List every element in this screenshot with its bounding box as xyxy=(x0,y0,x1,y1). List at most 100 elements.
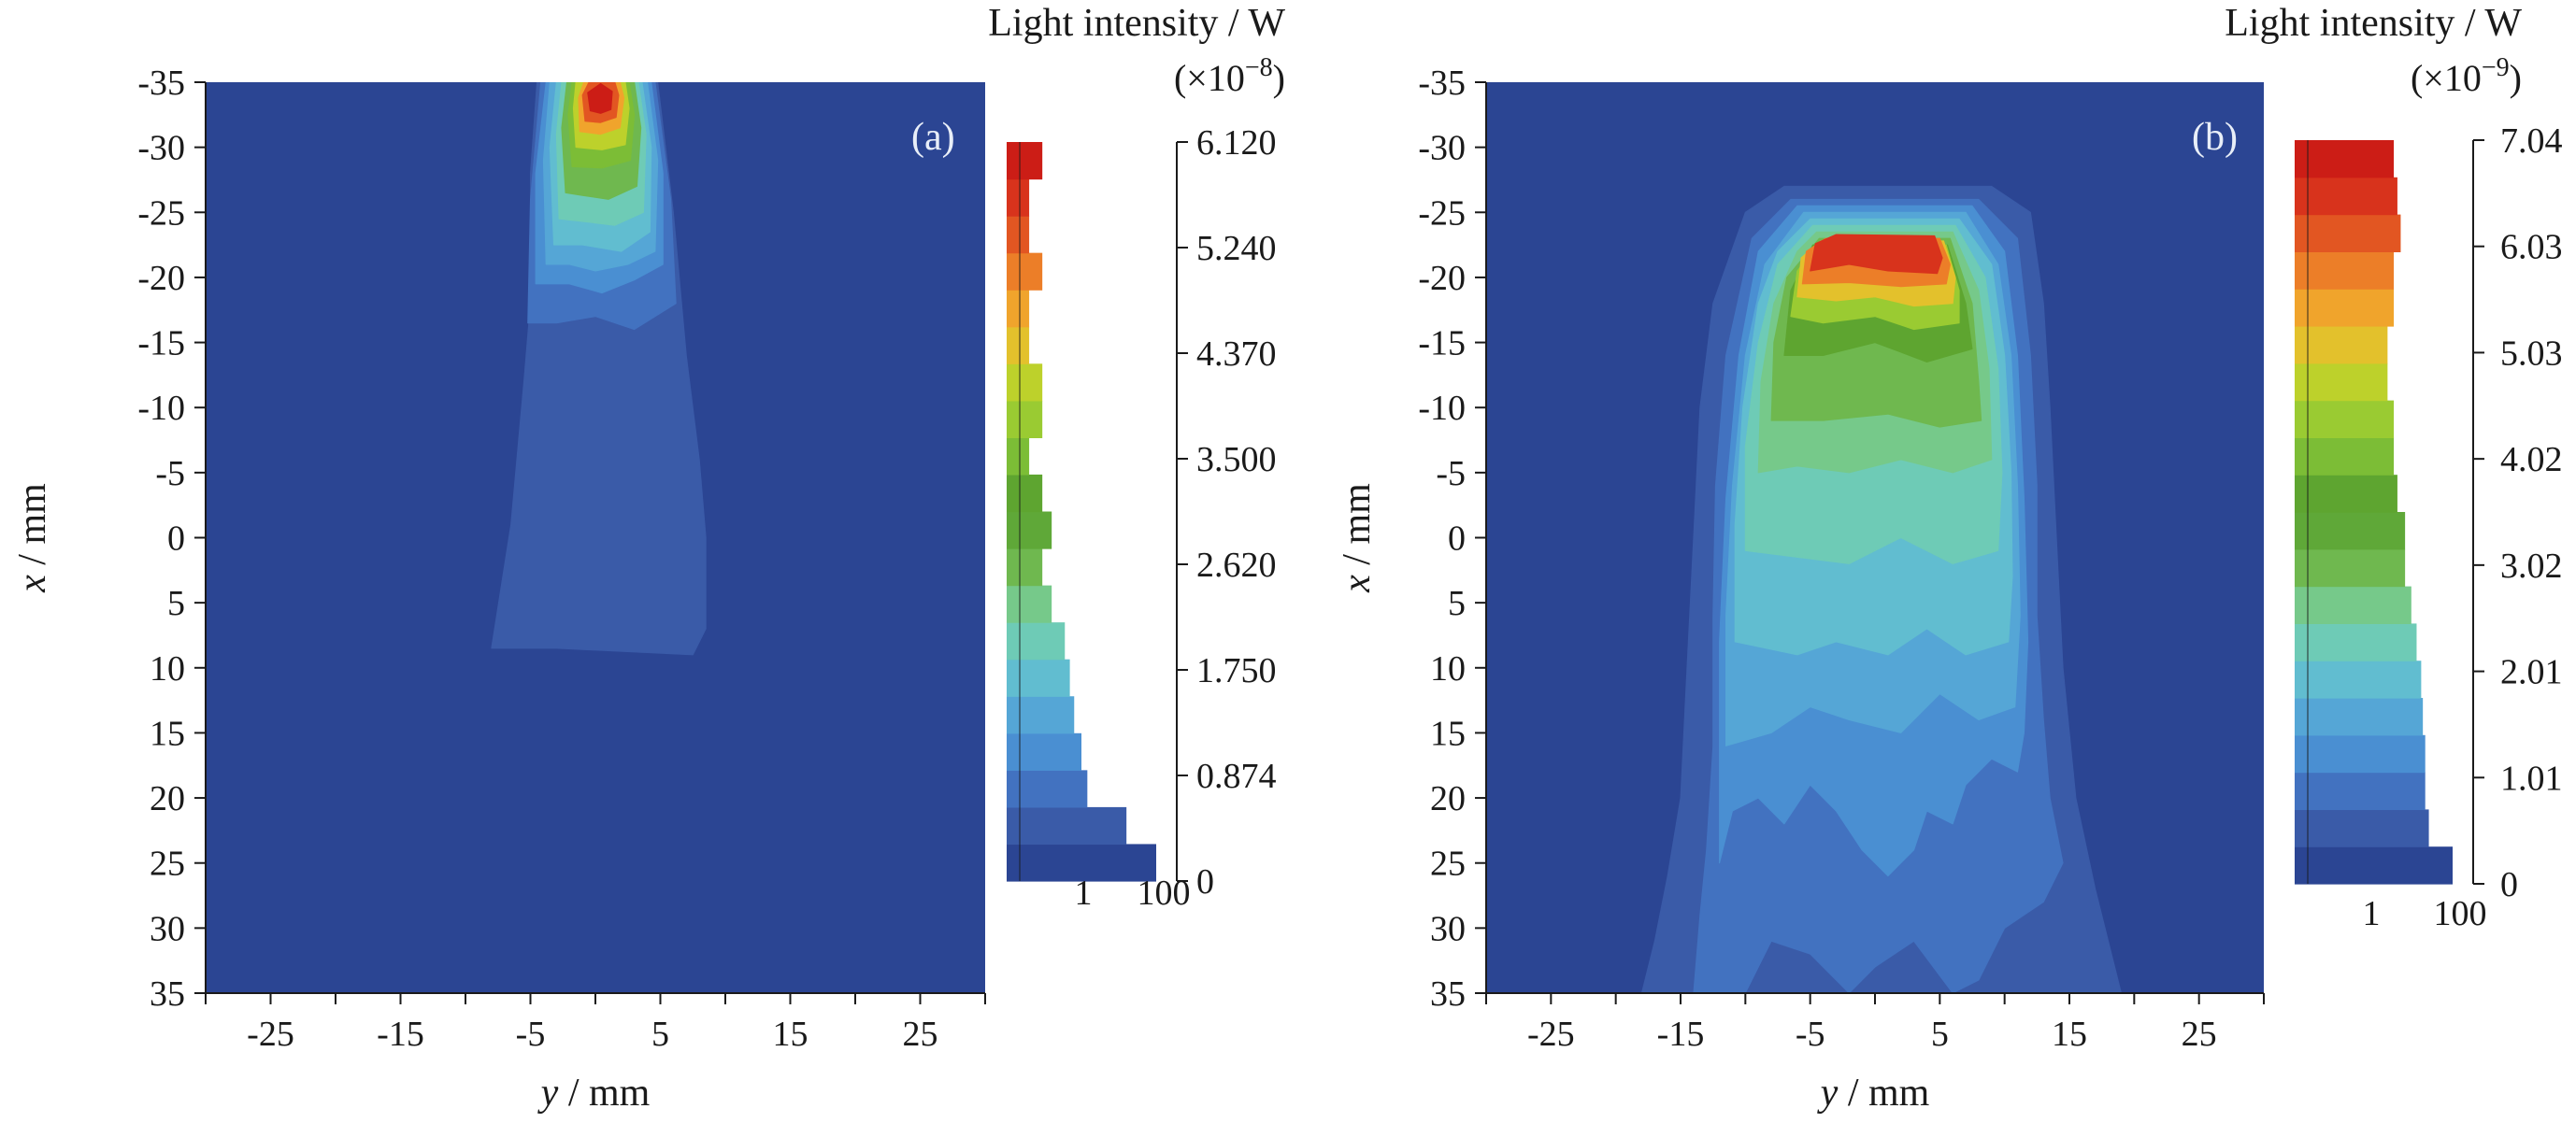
colorbar-title: Light intensity / W xyxy=(2225,2,2522,45)
y-axis-label: x / mm xyxy=(1336,483,1379,593)
y-tick-label: 15 xyxy=(1430,714,1466,753)
colorbar-tick-label: 0.874 xyxy=(1196,757,1277,796)
y-tick-label: 20 xyxy=(150,779,185,818)
colorbar-tick-label: 2.01 xyxy=(2500,653,2563,692)
colorbar-bin-10 xyxy=(1007,474,1043,513)
colorbar-scale: (×10−9) xyxy=(2411,53,2522,99)
colorbar-bin-2 xyxy=(1007,770,1088,808)
colorbar-scale-exponent: −8 xyxy=(1245,53,1273,82)
x-axis-label-unit: / mm xyxy=(558,1072,650,1115)
colorbar-hist-label-100: 100 xyxy=(1138,874,1191,913)
y-tick-label: 0 xyxy=(1448,519,1466,559)
y-tick-label: 0 xyxy=(167,519,185,559)
x-axis-label: y / mm xyxy=(1817,1072,1930,1115)
y-axis-label-variable: x xyxy=(1336,575,1379,593)
colorbar-bin-0 xyxy=(2295,846,2453,885)
colorbar-bin-6 xyxy=(1007,622,1066,661)
x-axis-label: y / mm xyxy=(537,1072,651,1115)
y-tick-label: 5 xyxy=(167,584,185,623)
contour-band-level-19 xyxy=(587,82,613,114)
colorbar-bin-8 xyxy=(2295,548,2406,588)
colorbar-bin-1 xyxy=(1007,806,1127,846)
colorbar-scale: (×10−8) xyxy=(1174,53,1285,99)
colorbar-bin-15 xyxy=(2295,289,2395,327)
colorbar-bin-4 xyxy=(1007,696,1075,734)
y-tick-label: 30 xyxy=(1430,909,1466,948)
y-axis-label-variable: x xyxy=(11,575,54,593)
colorbar-bin-14 xyxy=(2295,326,2388,364)
x-tick-label: 5 xyxy=(651,1015,669,1054)
colorbar-bin-7 xyxy=(2295,586,2411,624)
y-tick-label: 25 xyxy=(1430,845,1466,884)
colorbar-bin-17 xyxy=(1007,216,1030,254)
y-tick-label: 10 xyxy=(150,649,185,689)
colorbar-bin-3 xyxy=(2295,734,2426,774)
colorbar-hist-label-1: 1 xyxy=(2363,894,2381,933)
colorbar-bin-9 xyxy=(1007,511,1052,549)
y-axis-label: x / mm xyxy=(11,483,54,593)
y-tick-label: -35 xyxy=(1418,64,1466,103)
y-axis-label-unit: / mm xyxy=(1336,483,1379,575)
x-tick-label: -25 xyxy=(1527,1015,1575,1054)
colorbar-bin-7 xyxy=(1007,585,1052,623)
x-tick-label: -25 xyxy=(247,1015,294,1054)
x-axis-label-unit: / mm xyxy=(1838,1072,1929,1115)
colorbar-bin-12 xyxy=(1007,400,1043,438)
panel-label: (a) xyxy=(911,116,955,159)
colorbar-bin-1 xyxy=(2295,809,2429,847)
heatmap-contours xyxy=(1640,185,2122,993)
colorbar-bin-3 xyxy=(1007,732,1081,771)
colorbar-tick-label: 2.620 xyxy=(1196,546,1277,585)
y-tick-label: -10 xyxy=(1418,389,1466,428)
colorbar-bin-15 xyxy=(1007,290,1030,328)
colorbar-hist-label-1: 1 xyxy=(1075,874,1093,913)
colorbar-bin-11 xyxy=(1007,437,1030,476)
colorbar-bin-18 xyxy=(1007,178,1030,217)
colorbar-bin-2 xyxy=(2295,772,2426,810)
colorbar-tick-label: 1.01 xyxy=(2500,759,2563,798)
x-tick-label: 15 xyxy=(2052,1015,2087,1054)
x-tick-label: -15 xyxy=(377,1015,424,1054)
y-tick-label: -20 xyxy=(137,259,185,298)
colorbar-bin-18 xyxy=(2295,177,2397,216)
y-axis-label-unit: / mm xyxy=(11,483,54,575)
y-tick-label: -5 xyxy=(1436,454,1466,493)
panel-label: (b) xyxy=(2192,116,2238,159)
x-tick-label: 5 xyxy=(1931,1015,1949,1054)
colorbar-bin-10 xyxy=(2295,475,2397,513)
y-tick-label: 35 xyxy=(150,974,185,1014)
colorbar-histogram xyxy=(2295,140,2453,885)
colorbar-scale-prefix: (×10 xyxy=(1174,57,1245,99)
y-tick-label: 5 xyxy=(1448,584,1466,623)
colorbar-tick-label: 4.370 xyxy=(1196,334,1277,374)
colorbar-tick-label: 1.750 xyxy=(1196,651,1277,690)
y-tick-label: -35 xyxy=(137,64,185,103)
colorbar-tick-label: 0 xyxy=(1196,862,1214,902)
x-tick-label: -5 xyxy=(1796,1015,1825,1054)
colorbar-bin-11 xyxy=(2295,437,2395,476)
colorbar-tick-label: 0 xyxy=(2500,865,2518,904)
colorbar-bin-16 xyxy=(1007,252,1043,291)
x-axis-label-variable: y xyxy=(1817,1072,1839,1115)
colorbar-bin-5 xyxy=(1007,659,1070,697)
colorbar-bin-13 xyxy=(1007,363,1043,402)
colorbar-tick-label: 6.120 xyxy=(1196,123,1277,163)
y-tick-label: 25 xyxy=(150,845,185,884)
y-tick-label: -25 xyxy=(137,193,185,233)
colorbar-tick-label: 6.03 xyxy=(2500,228,2563,267)
colorbar-scale-suffix: ) xyxy=(1273,57,1285,99)
colorbar-bin-4 xyxy=(2295,698,2424,736)
y-tick-label: -30 xyxy=(1418,129,1466,168)
colorbar-bin-13 xyxy=(2295,362,2388,402)
colorbar-tick-label: 3.02 xyxy=(2500,547,2563,586)
colorbar-bin-14 xyxy=(1007,326,1030,364)
y-tick-label: 10 xyxy=(1430,649,1466,689)
colorbar-tick-label: 4.02 xyxy=(2500,440,2563,479)
colorbar-bin-9 xyxy=(2295,512,2406,550)
colorbar-bin-12 xyxy=(2295,400,2395,438)
colorbar-scale-suffix: ) xyxy=(2510,57,2522,99)
colorbar-tick-label: 7.04 xyxy=(2500,121,2563,161)
colorbar-bin-17 xyxy=(2295,214,2401,252)
colorbar-histogram xyxy=(1007,142,1156,882)
